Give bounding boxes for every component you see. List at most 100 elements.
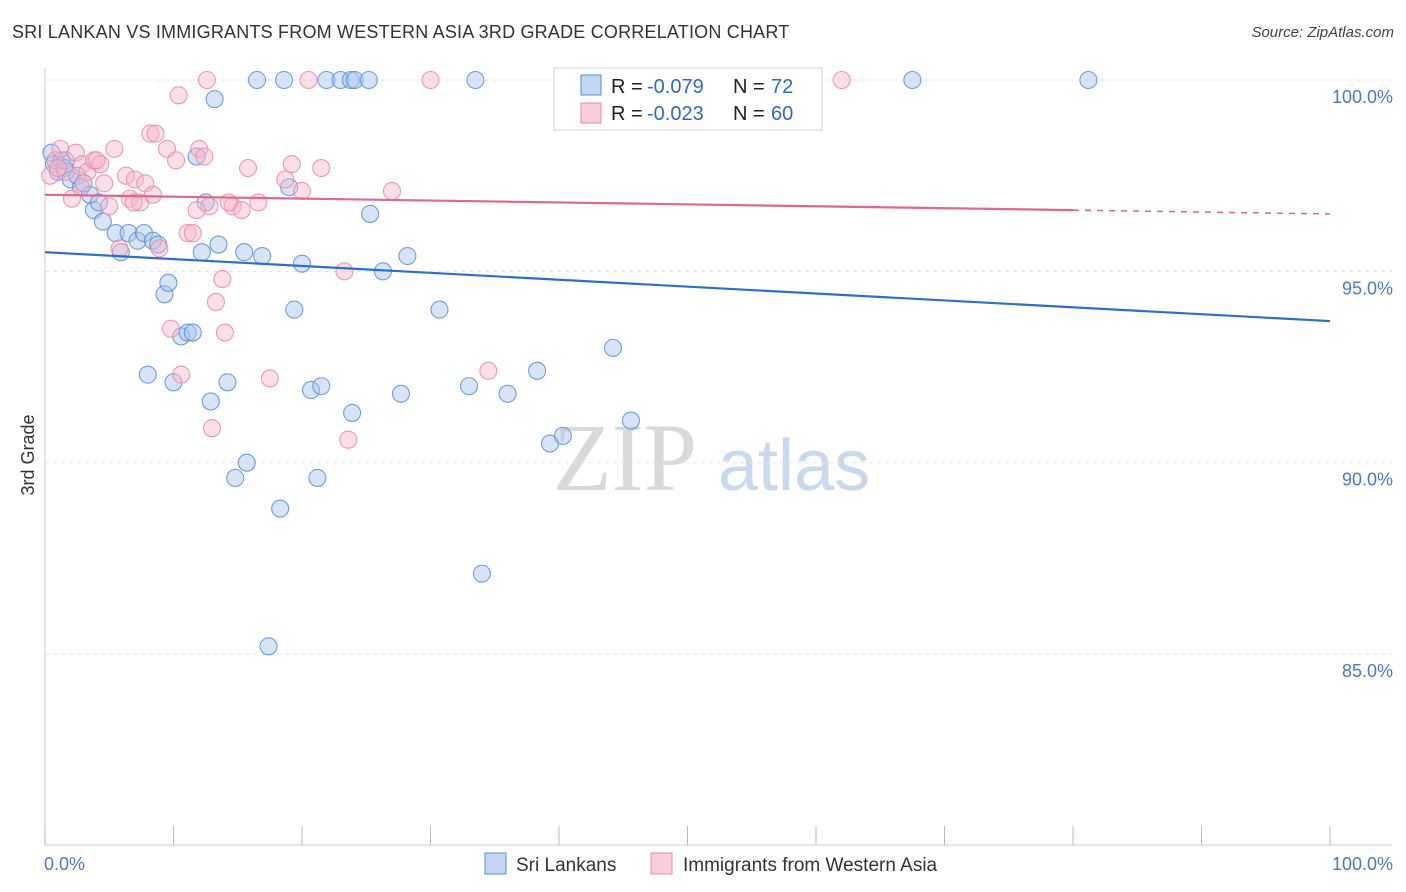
point-pink-51	[197, 70, 216, 90]
point-blue-66	[903, 70, 922, 90]
trend-line-pink-dashed	[1072, 209, 1331, 215]
point-pink-20	[146, 124, 165, 143]
point-blue-47	[398, 246, 417, 266]
legend-swatch-blue	[580, 74, 602, 96]
point-blue-58	[274, 70, 294, 90]
point-blue-37	[259, 637, 278, 656]
point-blue-57	[205, 90, 224, 109]
point-blue-67	[1079, 70, 1098, 90]
point-blue-56	[621, 411, 641, 430]
point-pink-32	[213, 269, 232, 289]
point-blue-41	[312, 377, 331, 396]
point-pink-44	[339, 430, 358, 449]
point-blue-43	[343, 403, 362, 422]
point-blue-30	[209, 235, 228, 254]
point-blue-13	[106, 224, 125, 243]
legend-r-value-2: -0.023	[647, 103, 704, 125]
correlation-legend: R = -0.079 N = 72 R = -0.023 N = 60	[553, 67, 823, 131]
point-pink-2	[51, 139, 70, 158]
point-pink-56	[74, 174, 93, 193]
point-blue-40	[301, 380, 321, 400]
point-blue-24	[183, 323, 202, 342]
point-pink-19	[141, 124, 160, 143]
y-tick-label-2: 90.0%	[1342, 470, 1393, 490]
point-pink-39	[276, 170, 295, 189]
point-pink-50	[169, 86, 188, 105]
point-blue-35	[226, 468, 245, 488]
point-pink-33	[215, 323, 234, 342]
legend-n-label-2: N =	[733, 103, 765, 125]
point-pink-27	[183, 224, 202, 243]
source-label: Source: ZipAtlas.com	[1251, 24, 1394, 41]
point-blue-51	[498, 384, 517, 403]
point-pink-14	[116, 166, 136, 185]
point-pink-29	[195, 147, 214, 166]
x-tick-label-1: 100.0%	[1332, 854, 1393, 874]
point-pink-55	[124, 193, 143, 212]
legend-n-value-2: 60	[771, 103, 793, 125]
point-pink-46	[421, 70, 440, 90]
y-tick-label-1: 95.0%	[1342, 278, 1393, 298]
point-pink-43	[335, 262, 354, 281]
point-blue-38	[285, 300, 304, 319]
point-pink-49	[203, 419, 222, 438]
y-axis-title: 3rd Grade	[18, 414, 38, 495]
point-blue-39	[292, 254, 312, 273]
point-blue-36	[271, 499, 290, 518]
x-tick-labels: 0.0% 100.0%	[44, 854, 1393, 874]
point-blue-55	[603, 338, 623, 357]
point-pink-58	[187, 201, 206, 220]
watermark: ZIP atlas	[553, 404, 870, 511]
point-pink-52	[299, 70, 318, 90]
point-blue-20	[155, 285, 174, 304]
point-pink-5	[66, 143, 85, 162]
watermark-zip: ZIP	[553, 404, 697, 511]
legend-n-label-1: N =	[733, 76, 765, 98]
point-blue-23	[178, 323, 197, 342]
point-blue-6	[68, 166, 87, 185]
x-tick-label-0: 0.0%	[44, 854, 85, 874]
series-legend: Sri Lankans Immigrants from Western Asia	[484, 852, 938, 876]
legend-r-label-1: R =	[611, 76, 643, 98]
point-pink-13	[110, 239, 129, 258]
point-blue-42	[308, 468, 327, 488]
point-pink-38	[260, 369, 279, 388]
point-pink-25	[172, 365, 191, 384]
point-blue-46	[391, 384, 410, 403]
point-blue-59	[317, 70, 336, 90]
point-blue-28	[192, 243, 211, 262]
legend-r-label-2: R =	[611, 103, 643, 125]
point-blue-12	[93, 212, 112, 231]
watermark-atlas: atlas	[718, 426, 870, 506]
series-legend-swatch-blue	[484, 852, 507, 875]
point-pink-41	[292, 181, 312, 201]
point-blue-52	[528, 361, 547, 380]
point-pink-45	[382, 181, 402, 201]
legend-swatch-pink	[580, 102, 602, 124]
series-legend-swatch-pink	[650, 852, 673, 875]
trend-line-pink	[44, 193, 1074, 212]
point-blue-44	[361, 204, 380, 223]
point-blue-26	[164, 373, 183, 392]
point-pink-12	[105, 139, 124, 158]
point-blue-25	[138, 365, 157, 384]
point-blue-32	[235, 243, 254, 262]
point-pink-48	[832, 70, 851, 90]
chart-title: SRI LANKAN VS IMMIGRANTS FROM WESTERN AS…	[12, 22, 790, 42]
point-blue-50	[472, 564, 491, 583]
legend-n-value-1: 72	[771, 76, 793, 98]
point-blue-63	[359, 70, 378, 90]
point-pink-24	[167, 151, 186, 170]
point-pink-31	[206, 292, 225, 311]
point-pink-16	[125, 170, 144, 189]
data-points	[41, 70, 1098, 656]
point-pink-23	[161, 319, 180, 338]
point-pink-11	[100, 197, 119, 216]
point-blue-60	[331, 70, 350, 90]
point-pink-40	[282, 155, 301, 174]
point-blue-49	[459, 377, 479, 396]
point-blue-33	[253, 246, 272, 266]
point-blue-48	[430, 300, 449, 319]
point-pink-10	[95, 174, 114, 193]
y-tick-label-3: 85.0%	[1342, 661, 1393, 681]
